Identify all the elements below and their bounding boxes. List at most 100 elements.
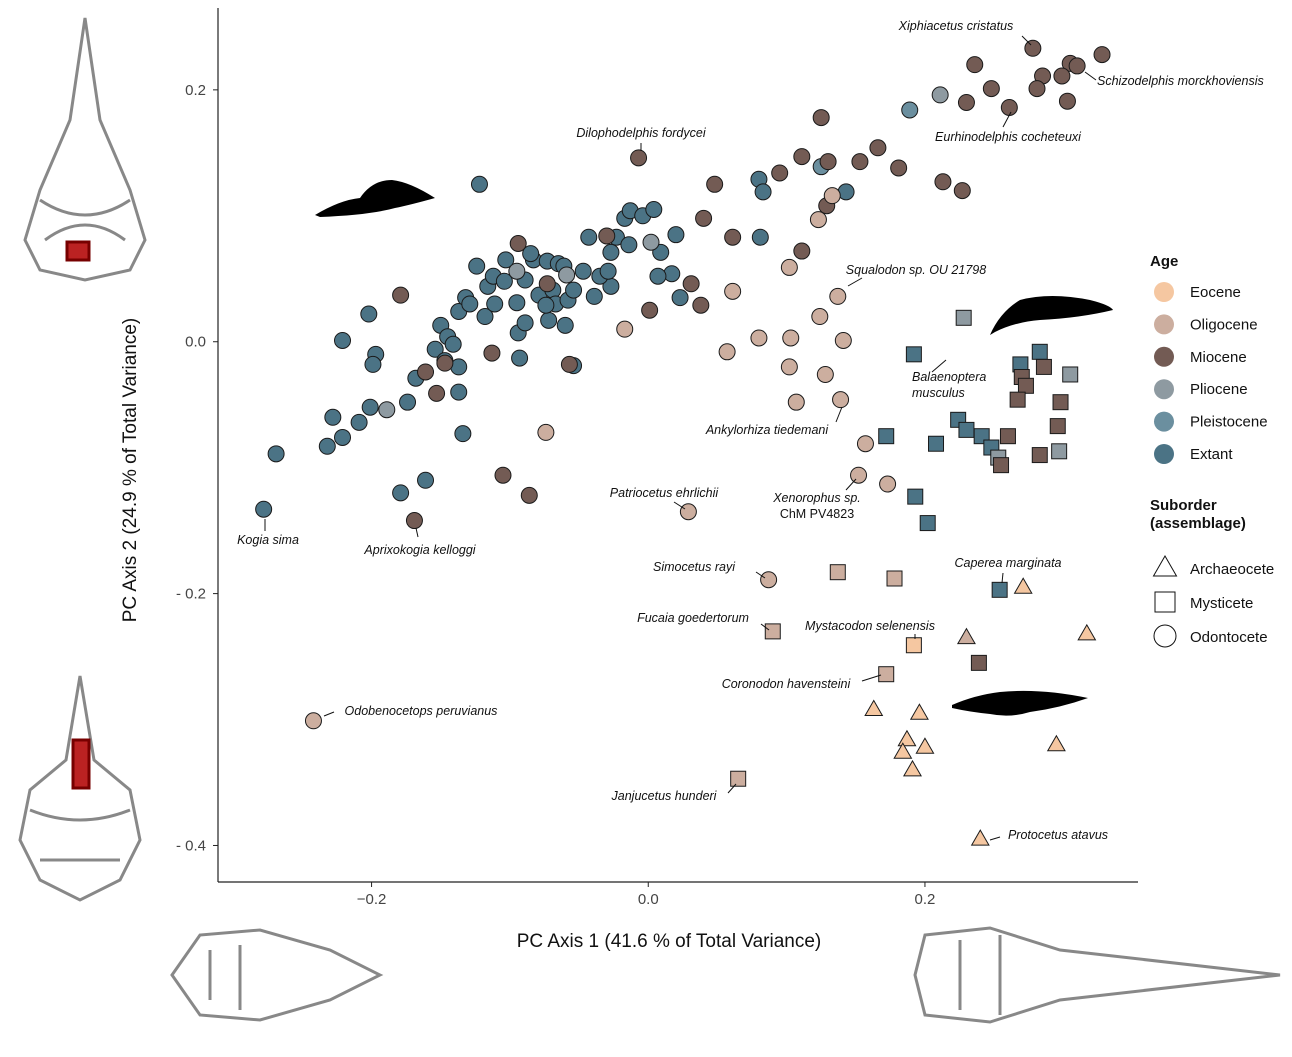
point bbox=[565, 281, 583, 299]
point bbox=[751, 228, 769, 246]
annotation-label: Aprixokogia kelloggi bbox=[363, 543, 476, 557]
point bbox=[585, 287, 603, 305]
legend-swatch bbox=[1153, 624, 1177, 648]
point bbox=[850, 466, 868, 484]
point bbox=[953, 182, 971, 200]
point bbox=[1062, 366, 1079, 383]
point bbox=[1028, 80, 1046, 98]
point bbox=[957, 93, 975, 111]
annotation-label: Ankylorhiza tiedemani bbox=[705, 423, 830, 437]
x-tick-label: −0.2 bbox=[357, 891, 387, 908]
point bbox=[378, 401, 396, 419]
point bbox=[663, 265, 681, 283]
point bbox=[304, 712, 322, 730]
legend-label: Pleistocene bbox=[1190, 414, 1268, 431]
annotation-label: Coronodon havensteini bbox=[722, 677, 852, 691]
point bbox=[508, 294, 526, 312]
point bbox=[417, 471, 435, 489]
point bbox=[1053, 67, 1071, 85]
legend-swatch bbox=[1154, 444, 1174, 464]
point bbox=[671, 289, 689, 307]
point bbox=[1000, 98, 1018, 116]
point bbox=[878, 666, 895, 683]
annotation-leader bbox=[1084, 71, 1097, 81]
annotation-leader bbox=[1002, 111, 1012, 128]
point bbox=[558, 266, 576, 284]
point bbox=[360, 305, 378, 323]
point bbox=[958, 421, 975, 438]
point bbox=[540, 311, 558, 329]
point bbox=[630, 149, 648, 167]
point bbox=[468, 257, 486, 275]
point bbox=[905, 637, 922, 654]
annotation-label: Simocetus rayi bbox=[653, 560, 736, 574]
point bbox=[267, 445, 285, 463]
annotation-leader bbox=[760, 623, 770, 631]
point bbox=[919, 515, 936, 532]
point bbox=[771, 164, 789, 182]
point bbox=[508, 262, 526, 280]
point bbox=[495, 272, 513, 290]
point bbox=[1013, 577, 1033, 594]
annotation-label: Caperea marginata bbox=[954, 556, 1061, 570]
point bbox=[667, 226, 685, 244]
point bbox=[829, 564, 846, 581]
point bbox=[970, 654, 987, 671]
annotation-label: Kogia sima bbox=[237, 533, 299, 547]
point bbox=[750, 329, 768, 347]
point bbox=[461, 295, 479, 313]
point bbox=[956, 627, 976, 645]
point bbox=[350, 413, 368, 431]
legend-swatch bbox=[1154, 346, 1174, 367]
point bbox=[991, 581, 1008, 598]
point bbox=[511, 349, 529, 367]
point bbox=[324, 408, 342, 426]
archaeocete-silhouette bbox=[952, 690, 1088, 716]
annotation-label: Eurhinodelphis cocheteuxi bbox=[935, 130, 1082, 144]
point bbox=[754, 183, 772, 201]
point bbox=[1051, 443, 1068, 460]
point bbox=[1052, 394, 1069, 411]
point bbox=[832, 391, 850, 409]
point bbox=[966, 56, 984, 74]
point bbox=[812, 109, 830, 127]
annotation-leader bbox=[845, 478, 857, 491]
annotation-leader bbox=[989, 836, 1001, 841]
point bbox=[1024, 39, 1042, 57]
point bbox=[454, 425, 472, 443]
annotation-leader bbox=[835, 406, 843, 423]
point bbox=[1093, 46, 1111, 64]
point bbox=[903, 759, 922, 777]
annotation-label: Mystacodon selenensis bbox=[805, 619, 935, 633]
point bbox=[679, 503, 697, 521]
legend-label: Pliocene bbox=[1190, 381, 1248, 398]
point bbox=[829, 287, 847, 305]
legend-title: (assemblage) bbox=[1150, 515, 1246, 532]
point bbox=[649, 267, 667, 285]
point bbox=[724, 228, 742, 246]
point bbox=[692, 296, 710, 314]
point bbox=[819, 153, 837, 171]
point bbox=[901, 101, 919, 119]
skull-bottom-right bbox=[913, 926, 1281, 1024]
point bbox=[787, 393, 805, 411]
point bbox=[982, 80, 1000, 98]
point bbox=[509, 235, 527, 253]
dolphin-silhouette bbox=[315, 180, 435, 217]
annotation-leader bbox=[1021, 35, 1032, 46]
point bbox=[497, 251, 515, 269]
point bbox=[970, 829, 990, 846]
skull-highlight bbox=[71, 738, 91, 790]
point bbox=[1068, 57, 1086, 75]
annotation-leader bbox=[727, 783, 737, 794]
point bbox=[856, 435, 874, 453]
point bbox=[760, 571, 778, 589]
point bbox=[809, 211, 827, 229]
point bbox=[993, 457, 1010, 474]
point bbox=[428, 384, 446, 402]
point bbox=[1031, 447, 1048, 464]
legend-swatch bbox=[1154, 411, 1174, 432]
skull-bottom-left bbox=[170, 928, 384, 1022]
legend-label: Mysticete bbox=[1190, 595, 1253, 612]
